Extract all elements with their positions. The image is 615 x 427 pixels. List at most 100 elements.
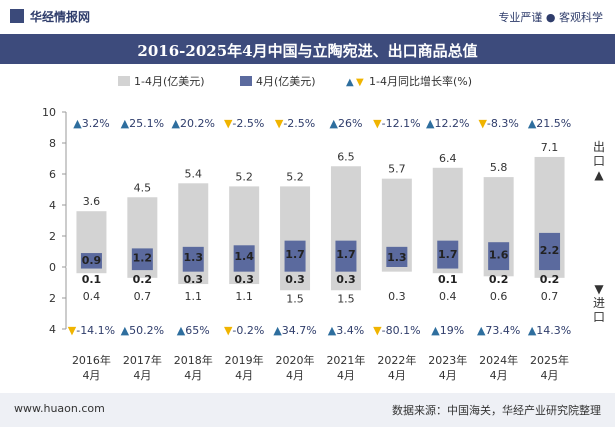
x-tick-label-year: 2018年	[174, 353, 213, 367]
growth-import-label: ▼-80.1%	[373, 324, 420, 337]
x-tick-label-year: 2016年	[72, 353, 111, 367]
label-export-annual: 4.5	[134, 181, 152, 194]
growth-import-label: ▲14.3%	[528, 324, 571, 337]
growth-value: 19%	[440, 324, 464, 337]
label-export-monthly: 1.7	[285, 248, 305, 261]
growth-export-label: ▲26%	[329, 117, 362, 130]
bar-import-annual	[280, 267, 311, 291]
label-export-monthly: 1.6	[489, 249, 509, 262]
brand-name: 华经情报网	[30, 10, 91, 24]
growth-value: 12.2%	[435, 117, 470, 130]
y-tick-label: 8	[49, 137, 56, 150]
label-export-monthly: 1.4	[234, 250, 254, 263]
bar-export-monthly	[386, 246, 408, 267]
x-tick-label-month: 4月	[337, 369, 355, 382]
label-export-annual: 3.6	[83, 195, 101, 208]
down-triangle-icon: ▼	[68, 324, 77, 337]
growth-value: -2.5%	[283, 117, 315, 130]
label-export-monthly: 0.9	[82, 254, 102, 267]
growth-export-label: ▲3.2%	[73, 117, 109, 130]
bar-export-monthly	[488, 242, 510, 267]
export-side-label: 出口 ▲	[591, 140, 607, 182]
legend-label-growth: 1-4月同比增长率(%)	[369, 74, 472, 88]
label-import-monthly: 0.3	[234, 273, 254, 286]
up-triangle-icon: ▲	[328, 324, 337, 337]
bar-import-monthly	[80, 267, 102, 269]
bar-export-monthly	[182, 246, 204, 267]
footer-url: www.huaon.com	[14, 402, 105, 415]
bar-export-monthly	[131, 248, 153, 267]
growth-export-label: ▼-12.1%	[373, 117, 420, 130]
y-tick-label: 4	[49, 323, 56, 336]
label-import-annual: 0.4	[83, 290, 101, 303]
down-triangle-icon: ▼	[275, 117, 284, 130]
growth-import-label: ▼-0.2%	[224, 324, 264, 337]
label-export-monthly: 1.7	[336, 248, 356, 261]
x-tick-label-year: 2019年	[225, 353, 264, 367]
growth-value: 20.2%	[180, 117, 215, 130]
label-export-annual: 5.8	[490, 161, 508, 174]
growth-export-label: ▼-8.3%	[478, 117, 518, 130]
bar-import-monthly	[539, 267, 561, 271]
growth-value: 50.2%	[129, 324, 164, 337]
x-tick-label-month: 4月	[235, 369, 253, 382]
growth-export-label: ▲21.5%	[528, 117, 571, 130]
growth-export-label: ▼-2.5%	[275, 117, 315, 130]
x-tick-label-month: 4月	[133, 369, 151, 382]
x-tick-label-month: 4月	[388, 369, 406, 382]
bar-import-annual	[330, 267, 361, 291]
label-import-annual: 1.1	[235, 290, 253, 303]
x-tick-label-month: 4月	[286, 369, 304, 382]
label-import-annual: 0.3	[388, 290, 406, 303]
down-triangle-icon: ▼	[224, 324, 233, 337]
bar-import-monthly	[488, 267, 510, 271]
bar-import-annual	[432, 267, 463, 274]
label-import-monthly: 0.3	[285, 273, 305, 286]
growth-export-label: ▲20.2%	[172, 117, 215, 130]
growth-value: -80.1%	[382, 324, 421, 337]
down-triangle-icon: ▼	[478, 117, 487, 130]
down-triangle-icon: ▼	[594, 282, 604, 296]
growth-value: 21.5%	[536, 117, 571, 130]
chart: 1-4月(亿美元) 4月(亿美元) ▲ ▼ 1-4月同比增长率(%)1086420243…	[42, 74, 575, 382]
legend-label-monthly: 4月(亿美元)	[256, 75, 316, 88]
label-export-annual: 7.1	[541, 141, 559, 154]
bar-export-monthly	[284, 240, 306, 267]
growth-export-label: ▲12.2%	[426, 117, 469, 130]
y-tick-label: 2	[49, 230, 56, 243]
x-tick-label-month: 4月	[184, 369, 202, 382]
growth-value: 3.4%	[336, 324, 364, 337]
label-import-annual: 0.6	[490, 290, 508, 303]
label-import-annual: 1.5	[286, 292, 304, 305]
up-triangle-icon: ▲	[528, 117, 537, 130]
bar-export-monthly	[233, 245, 255, 267]
growth-import-label: ▲65%	[177, 324, 210, 337]
export-label-text: 出口	[592, 140, 605, 168]
up-triangle-icon: ▲	[528, 324, 537, 337]
x-tick-label-year: 2025年	[530, 353, 569, 367]
footer: www.huaon.com 数据来源：中国海关，华经产业研究院整理	[0, 393, 615, 427]
data-source: 数据来源：中国海关，华经产业研究院整理	[392, 404, 601, 417]
x-tick-label-year: 2020年	[276, 353, 315, 367]
down-triangle-icon: ▼	[373, 117, 382, 130]
bar-import-monthly	[335, 267, 357, 272]
top-bar: 华经情报网 专业严谨 ● 客观科学	[0, 0, 615, 34]
logo-icon	[10, 9, 24, 23]
label-export-monthly: 1.2	[133, 252, 153, 265]
growth-value: -0.2%	[232, 324, 264, 337]
label-export-annual: 5.2	[286, 170, 304, 183]
growth-value: 3.2%	[82, 117, 110, 130]
legend-label-annual: 1-4月(亿美元)	[134, 75, 205, 88]
up-triangle-icon: ▲	[594, 168, 604, 182]
y-tick-label: 6	[49, 168, 56, 181]
import-label-text: 进口	[592, 296, 605, 324]
label-import-annual: 1.5	[337, 292, 355, 305]
bar-import-monthly	[284, 267, 306, 272]
up-triangle-icon: ▲	[273, 324, 282, 337]
growth-value: -8.3%	[487, 117, 519, 130]
bar-import-annual	[534, 267, 565, 278]
x-tick-label-month: 4月	[541, 369, 559, 382]
up-triangle-icon: ▲	[477, 324, 486, 337]
y-tick-label: 0	[49, 261, 56, 274]
tagline: 专业严谨 ● 客观科学	[498, 11, 603, 24]
